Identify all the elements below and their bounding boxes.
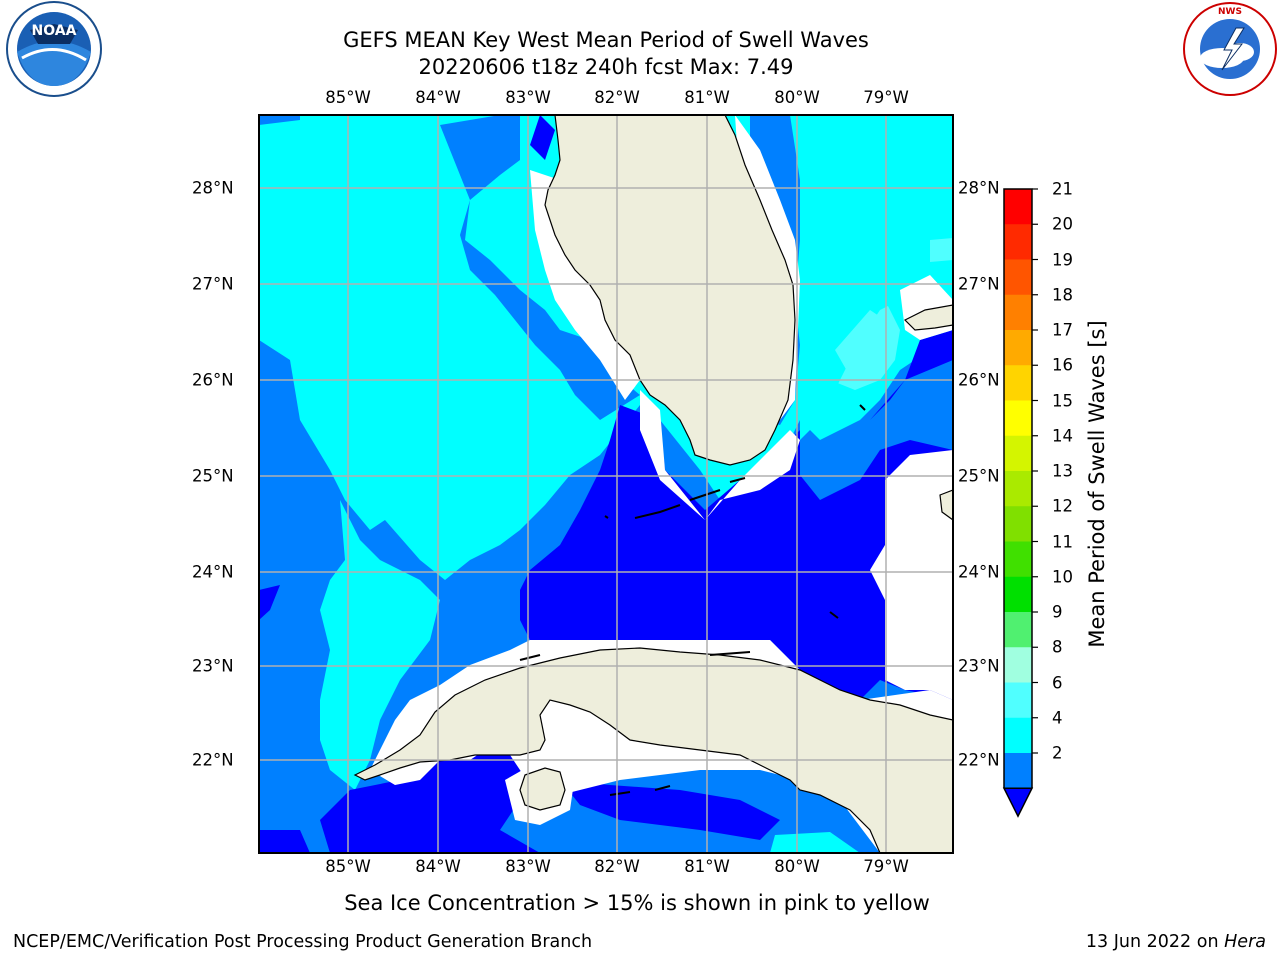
colorbar-swatch [1004, 330, 1032, 366]
lon-label-top: 84°W [415, 88, 461, 107]
colorbar-swatch [1004, 400, 1032, 437]
lat-label-left: 23°N [192, 656, 234, 676]
footer-date: 13 Jun 2022 on Hera [1086, 932, 1266, 952]
map-subtitle: 20220606 t18z 240h fcst Max: 7.49 [418, 55, 794, 79]
lon-label-top: 81°W [684, 88, 730, 107]
lon-label-bottom: 84°W [415, 857, 461, 876]
colorbar-tick-label: 14 [1052, 426, 1073, 446]
colorbar-swatch [1004, 541, 1032, 578]
lat-label-left: 26°N [192, 370, 234, 390]
colorbar-tick-label: 9 [1052, 602, 1063, 622]
lat-label-right: 24°N [958, 562, 1000, 582]
lon-label-bottom: 80°W [774, 857, 820, 876]
lon-label-bottom: 81°W [684, 857, 730, 876]
colorbar-swatch [1004, 682, 1032, 719]
colorbar-swatch [1004, 365, 1032, 401]
colorbar-swatch [1004, 224, 1032, 260]
colorbar-swatch [1004, 259, 1032, 296]
colorbar-swatch [1004, 294, 1032, 331]
footer-host: Hera [1224, 932, 1266, 952]
colorbar-label: Mean Period of Swell Waves [s] [1085, 320, 1109, 648]
map-plot-area [259, 115, 953, 853]
lon-label-top: 79°W [863, 88, 909, 107]
lat-label-left: 25°N [192, 466, 234, 486]
svg-text:NWS: NWS [1218, 7, 1242, 17]
colorbar-swatch [1004, 576, 1032, 613]
florida-keys [519, 404, 866, 796]
lat-label-left: 27°N [192, 274, 234, 294]
colorbar-tick-label: 6 [1052, 673, 1063, 692]
colorbar-tick-label: 10 [1052, 567, 1073, 587]
sea-ice-note: Sea Ice Concentration > 15% is shown in … [0, 891, 1280, 915]
colorbar-tick-label: 18 [1052, 285, 1073, 305]
lon-label-bottom: 79°W [863, 857, 909, 876]
lon-label-top: 80°W [774, 88, 820, 107]
lat-label-right: 26°N [958, 370, 1000, 390]
lon-label-top: 82°W [594, 88, 640, 107]
colorbar [1002, 188, 1038, 818]
footer-date-text: 13 Jun 2022 on [1085, 932, 1219, 952]
lon-label-bottom: 85°W [325, 857, 371, 876]
colorbar-swatch [1004, 612, 1032, 648]
lat-label-right: 25°N [958, 466, 1000, 486]
lat-label-right: 23°N [958, 656, 1000, 676]
colorbar-tick-label: 11 [1052, 532, 1073, 551]
colorbar-swatch [1004, 471, 1032, 507]
colorbar-frame [1003, 188, 1033, 789]
map-frame [258, 114, 954, 854]
graticule [259, 115, 953, 853]
colorbar-tick-label: 4 [1052, 708, 1063, 728]
colorbar-swatch [1004, 435, 1032, 472]
lat-label-right: 27°N [958, 274, 1000, 294]
colorbar-tick-label: 21 [1052, 179, 1073, 199]
lat-label-left: 28°N [192, 178, 234, 198]
colorbar-tick-label: 20 [1052, 214, 1073, 234]
footer-credit: NCEP/EMC/Verification Post Processing Pr… [13, 932, 593, 952]
bahamas-land [903, 304, 953, 331]
colorbar-tick-label: 8 [1052, 637, 1063, 657]
isla-juventud-land [519, 767, 566, 811]
map-title: GEFS MEAN Key West Mean Period of Swell … [343, 28, 869, 52]
nws-logo-icon: NWS [1183, 2, 1277, 96]
florida-land [544, 115, 796, 466]
colorbar-tick-label: 17 [1052, 320, 1073, 340]
lon-label-bottom: 82°W [594, 857, 640, 876]
lon-label-top: 85°W [325, 88, 371, 107]
lat-label-left: 24°N [192, 562, 234, 582]
colorbar-extend-arrow [1002, 787, 1034, 818]
colorbar-tick-label: 2 [1052, 743, 1063, 763]
colorbar-tick-label: 12 [1052, 496, 1073, 516]
lon-label-bottom: 83°W [505, 857, 551, 876]
lat-label-left: 22°N [192, 750, 234, 770]
colorbar-swatch [1004, 753, 1032, 789]
colorbar-tick-label: 19 [1052, 250, 1073, 269]
lon-label-top: 83°W [505, 88, 551, 107]
cuba-land [353, 647, 953, 853]
lat-label-right: 28°N [958, 178, 1000, 198]
colorbar-tick-label: 16 [1052, 355, 1073, 375]
colorbar-tick-label: 13 [1052, 461, 1073, 481]
colorbar-swatch [1004, 717, 1032, 754]
colorbar-swatch [1004, 189, 1032, 225]
noaa-logo-icon: NOAA [6, 1, 102, 97]
colorbar-swatch [1004, 506, 1032, 542]
colorbar-tick-label: 15 [1052, 391, 1073, 410]
colorbar-swatch [1004, 647, 1032, 683]
noaa-logo-text: NOAA [32, 23, 77, 39]
sea-ice-note-text: Sea Ice Concentration > 15% is shown in … [344, 891, 930, 915]
lat-label-right: 22°N [958, 750, 1000, 770]
